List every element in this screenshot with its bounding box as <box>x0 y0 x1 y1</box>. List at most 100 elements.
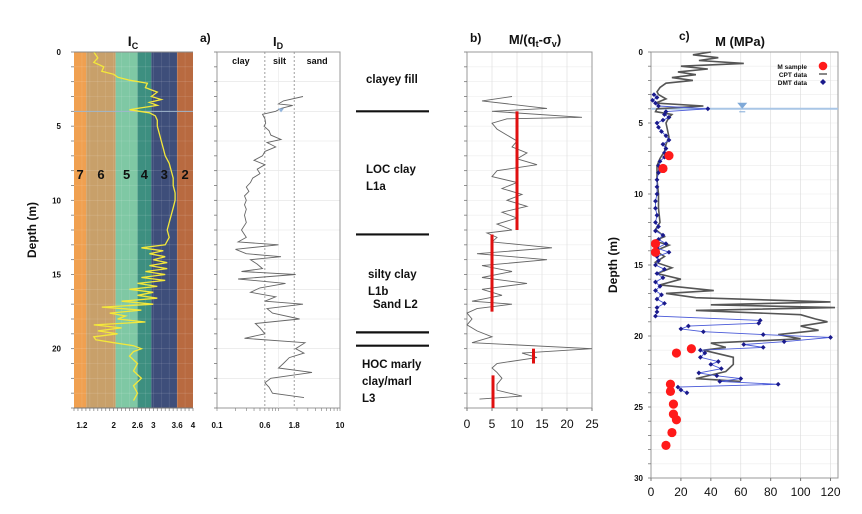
y-tick-label: 10 <box>52 196 61 205</box>
m-sample-point <box>650 247 661 257</box>
m-sample-point <box>658 163 668 174</box>
x-tick-label: 80 <box>764 485 778 499</box>
x-tick-label: 0 <box>464 417 471 431</box>
m-axes: 0 20 40 60 80 100 120 0 5 10 15 20 25 30 <box>634 48 841 499</box>
id-panel: a) ID clay silt sand 0.1 0.6 1.8 10 <box>200 31 345 430</box>
legend-m-sample-icon <box>818 61 828 71</box>
x-tick-label: 10 <box>336 421 345 430</box>
x-tick-label: 20 <box>674 485 688 499</box>
id-zone-labels: clay silt sand <box>232 56 327 66</box>
ratio-grid <box>466 51 593 409</box>
dmt-data-point <box>666 137 672 143</box>
y-tick-label: 20 <box>52 345 61 354</box>
water-table-marker-icon <box>278 108 285 113</box>
id-zone-label-clay: clay <box>232 56 250 66</box>
dmt-data-point <box>708 362 714 367</box>
y-tick-label: 10 <box>634 190 643 199</box>
dmt-data-point <box>650 97 655 103</box>
dmt-data-point <box>654 309 660 315</box>
ic-zone-label: 7 <box>77 167 84 182</box>
layer-label: Sand L2 <box>373 299 418 311</box>
dmt-data-point <box>663 146 669 151</box>
m-sample-point <box>661 440 671 450</box>
x-tick-label: 0.1 <box>211 421 223 430</box>
x-tick-label: 120 <box>821 485 841 499</box>
ic-title: IC <box>128 33 139 51</box>
ic-line <box>92 51 176 401</box>
dmt-data-point <box>660 275 666 281</box>
x-tick-label: 2 <box>111 421 116 430</box>
ic-axes: 1.2 2 2.6 3 3.6 4 0 5 10 15 20 <box>52 48 196 430</box>
id-series-line <box>235 96 313 399</box>
dmt-data-line <box>651 94 831 394</box>
y-axis-label-right: Depth (m) <box>606 237 620 293</box>
ratio-title: M/(qt-σv) <box>509 32 561 49</box>
id-axes: 0.1 0.6 1.8 10 <box>211 51 345 430</box>
layer-label: L1a <box>366 181 386 193</box>
water-table-marker-icon <box>737 102 748 109</box>
m-sample-point <box>665 386 676 396</box>
ratio-title-part: ) <box>557 32 561 47</box>
dmt-data-point <box>654 184 660 190</box>
m-sample-point <box>671 415 682 425</box>
dmt-data-point <box>697 347 703 353</box>
panel-label-c: c) <box>679 29 690 43</box>
dmt-data-point <box>654 191 660 197</box>
ic-zone-4 <box>137 52 152 408</box>
layer-label: clay/marl <box>362 376 412 388</box>
ratio-title-part: -σ <box>539 32 552 47</box>
x-tick-label: 20 <box>560 417 574 431</box>
dmt-data-point <box>686 323 691 329</box>
m-sample-point <box>667 427 677 438</box>
y-tick-label: 30 <box>634 474 643 483</box>
dmt-data-point <box>678 387 684 393</box>
x-tick-label: 60 <box>734 485 748 499</box>
dmt-data-point <box>663 241 669 247</box>
x-tick-label: 100 <box>791 485 811 499</box>
legend-label: M sample <box>777 64 807 71</box>
dmt-data-point <box>702 350 708 356</box>
ic-zone-label: 3 <box>161 167 168 182</box>
dmt-data-point <box>659 129 664 134</box>
dmt-data-point <box>675 384 681 390</box>
id-line <box>235 96 313 399</box>
y-tick-label: 20 <box>634 332 643 341</box>
dmt-data-point <box>653 313 658 319</box>
dmt-data-point <box>657 158 663 164</box>
x-tick-label: 10 <box>510 417 524 431</box>
dmt-data-point <box>656 124 661 130</box>
m-sample-point <box>650 239 661 249</box>
dmt-data-point <box>760 344 766 350</box>
id-title: ID <box>273 34 284 51</box>
ratio-title-part: v <box>552 39 557 49</box>
layer-label: silty clay <box>368 269 417 281</box>
ic-zone-label: 6 <box>97 167 104 182</box>
dmt-data-point <box>651 92 657 97</box>
dmt-data-point <box>696 370 702 376</box>
y-tick-label: 15 <box>634 261 643 270</box>
x-tick-label: 1.8 <box>289 421 301 430</box>
x-tick-label: 5 <box>489 417 496 431</box>
dmt-data-point <box>666 249 672 255</box>
dmt-data-point <box>715 359 721 364</box>
ic-zone-7 <box>74 52 87 408</box>
ic-zone-2 <box>177 52 193 408</box>
dmt-data-point <box>666 114 672 120</box>
dmt-data-point <box>760 332 766 337</box>
y-axis-label-left: Depth (m) <box>25 202 39 258</box>
dmt-data-point <box>700 329 706 335</box>
x-tick-label: 0.6 <box>259 421 271 430</box>
dmt-data-point <box>660 141 666 147</box>
x-tick-label: 40 <box>704 485 718 499</box>
m-sample-point <box>665 379 676 389</box>
dmt-data-point <box>654 212 660 218</box>
dmt-data-point <box>660 117 666 123</box>
dmt-data-point <box>654 95 660 100</box>
ratio-title-part: t <box>536 39 539 49</box>
dmt-data-point <box>678 326 684 332</box>
m-sample-point <box>664 151 674 161</box>
m-sample-point <box>671 348 682 358</box>
